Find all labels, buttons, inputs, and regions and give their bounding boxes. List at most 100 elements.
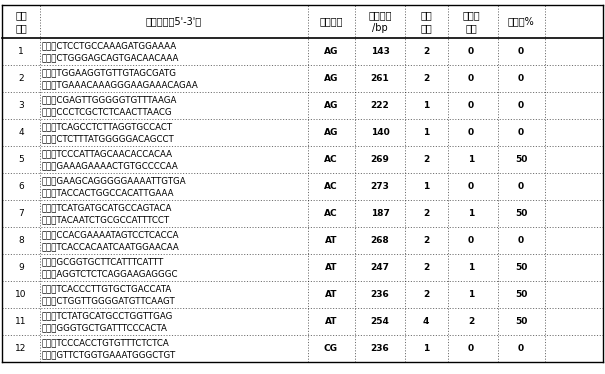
Text: 50: 50	[515, 263, 527, 272]
Text: AC: AC	[324, 209, 338, 218]
Text: /bp: /bp	[372, 23, 388, 33]
Text: 222: 222	[371, 101, 390, 110]
Text: 反向：TCACCACAATCAATGGAACAA: 反向：TCACCACAATCAATGGAACAA	[42, 242, 180, 251]
Text: 引物序列（5'-3'）: 引物序列（5'-3'）	[146, 16, 202, 27]
Text: 0: 0	[468, 47, 474, 56]
Text: AT: AT	[325, 236, 337, 245]
Text: 269: 269	[370, 155, 390, 164]
Text: 273: 273	[370, 182, 390, 191]
Text: 正向：CGAGTTGGGGGTGTTTAAGA: 正向：CGAGTTGGGGGTGTTTAAGA	[42, 96, 177, 105]
Text: 9: 9	[18, 263, 24, 272]
Text: 1: 1	[468, 263, 474, 272]
Text: 反向：TACAATCTGCGCCATTTCCT: 反向：TACAATCTGCGCCATTTCCT	[42, 215, 170, 224]
Text: 正向：TCAGCCTCTTAGGTGCCACT: 正向：TCAGCCTCTTAGGTGCCACT	[42, 123, 173, 132]
Text: 2: 2	[18, 74, 24, 83]
Text: 2: 2	[423, 47, 429, 56]
Text: 正向：TCACCCTTGTGCTGACCATA: 正向：TCACCCTTGTGCTGACCATA	[42, 285, 172, 294]
Text: 8: 8	[18, 236, 24, 245]
Text: AT: AT	[325, 263, 337, 272]
Text: 2: 2	[423, 263, 429, 272]
Text: 0: 0	[468, 128, 474, 137]
Text: 预期产物: 预期产物	[368, 10, 392, 20]
Text: 261: 261	[371, 74, 390, 83]
Text: 143: 143	[370, 47, 390, 56]
Text: 1: 1	[468, 290, 474, 299]
Text: 2: 2	[468, 317, 474, 326]
Text: 正向：TCCCATTAGCAACACCACAA: 正向：TCCCATTAGCAACACCACAA	[42, 150, 173, 159]
Text: AT: AT	[325, 317, 337, 326]
Text: 反向：TACCACTGGCCACATTGAAA: 反向：TACCACTGGCCACATTGAAA	[42, 188, 174, 197]
Text: 236: 236	[371, 290, 390, 299]
Text: 2: 2	[423, 155, 429, 164]
Text: 正向：GCGGTGCTTCATTTCATTT: 正向：GCGGTGCTTCATTTCATTT	[42, 258, 164, 267]
Text: 正向：TCATGATGCATGCCAGTACA: 正向：TCATGATGCATGCCAGTACA	[42, 203, 172, 212]
Text: 140: 140	[371, 128, 390, 137]
Text: 0: 0	[518, 101, 524, 110]
Text: 268: 268	[371, 236, 390, 245]
Text: 2: 2	[423, 209, 429, 218]
Text: 重复单元: 重复单元	[319, 16, 343, 27]
Text: 236: 236	[371, 344, 390, 353]
Text: 1: 1	[423, 128, 429, 137]
Text: 引物: 引物	[15, 10, 27, 20]
Text: 0: 0	[468, 236, 474, 245]
Text: 多态率%: 多态率%	[508, 16, 534, 27]
Text: 反向：GGGTGCTGATTTCCCACTA: 反向：GGGTGCTGATTTCCCACTA	[42, 323, 168, 332]
Text: 正向：TGGAAGGTGTTGTAGCGATG: 正向：TGGAAGGTGTTGTAGCGATG	[42, 68, 177, 77]
Text: 4: 4	[18, 128, 24, 137]
Text: 反向：GAAAGAAAACTGTGCCCCAA: 反向：GAAAGAAAACTGTGCCCCAA	[42, 161, 178, 170]
Text: 1: 1	[423, 101, 429, 110]
Text: AG: AG	[324, 47, 338, 56]
Text: 0: 0	[518, 182, 524, 191]
Text: AC: AC	[324, 182, 338, 191]
Text: 0: 0	[468, 344, 474, 353]
Text: 0: 0	[468, 74, 474, 83]
Text: 50: 50	[515, 290, 527, 299]
Text: 1: 1	[423, 182, 429, 191]
Text: 正向：CCACGAAAATAGTCCTCACCA: 正向：CCACGAAAATAGTCCTCACCA	[42, 231, 180, 240]
Text: 反向：CTGGTTGGGGATGTTCAAGT: 反向：CTGGTTGGGGATGTTCAAGT	[42, 296, 175, 305]
Text: 0: 0	[468, 182, 474, 191]
Text: 0: 0	[518, 47, 524, 56]
Text: 带数: 带数	[465, 23, 477, 33]
Text: 扩增: 扩增	[420, 10, 432, 20]
Text: 多态性: 多态性	[462, 10, 480, 20]
Text: 4: 4	[423, 317, 429, 326]
Text: 正向：TCTATGCATGCCTGGTTGAG: 正向：TCTATGCATGCCTGGTTGAG	[42, 312, 174, 321]
Text: 247: 247	[370, 263, 390, 272]
Text: 50: 50	[515, 317, 527, 326]
Text: AC: AC	[324, 155, 338, 164]
Text: 反向：AGGTCTCTCAGGAAGAGGGC: 反向：AGGTCTCTCAGGAAGAGGGC	[42, 269, 178, 278]
Text: 7: 7	[18, 209, 24, 218]
Text: 反向：CTCTTTATGGGGGACAGCCT: 反向：CTCTTTATGGGGGACAGCCT	[42, 134, 175, 143]
Text: 2: 2	[423, 290, 429, 299]
Text: 3: 3	[18, 101, 24, 110]
Text: 10: 10	[15, 290, 27, 299]
Text: 50: 50	[515, 155, 527, 164]
Text: AT: AT	[325, 290, 337, 299]
Text: 反向：CCCTCGCTCTCAACTTAACG: 反向：CCCTCGCTCTCAACTTAACG	[42, 107, 172, 116]
Text: 带数: 带数	[420, 23, 432, 33]
Text: 1: 1	[18, 47, 24, 56]
Text: 反向：GTTCTGGTGAAATGGGCTGT: 反向：GTTCTGGTGAAATGGGCTGT	[42, 350, 176, 359]
Text: 0: 0	[518, 128, 524, 137]
Text: 1: 1	[468, 155, 474, 164]
Text: AG: AG	[324, 128, 338, 137]
Text: 0: 0	[518, 236, 524, 245]
Text: 正向：CTCCTGCCAAAGATGGAAAA: 正向：CTCCTGCCAAAGATGGAAAA	[42, 42, 177, 50]
Text: 正向：TCCCACCTGTGTTTCTCTCA: 正向：TCCCACCTGTGTTTCTCTCA	[42, 338, 170, 347]
Text: AG: AG	[324, 101, 338, 110]
Text: 0: 0	[468, 101, 474, 110]
Text: 5: 5	[18, 155, 24, 164]
Text: 6: 6	[18, 182, 24, 191]
Text: 11: 11	[15, 317, 27, 326]
Text: 187: 187	[370, 209, 390, 218]
Text: CG: CG	[324, 344, 338, 353]
Text: AG: AG	[324, 74, 338, 83]
Text: 12: 12	[15, 344, 27, 353]
Text: 2: 2	[423, 236, 429, 245]
Text: 反向：CTGGGAGCAGTGACAACAAA: 反向：CTGGGAGCAGTGACAACAAA	[42, 53, 179, 62]
Text: 0: 0	[518, 344, 524, 353]
Text: 0: 0	[518, 74, 524, 83]
Text: 50: 50	[515, 209, 527, 218]
